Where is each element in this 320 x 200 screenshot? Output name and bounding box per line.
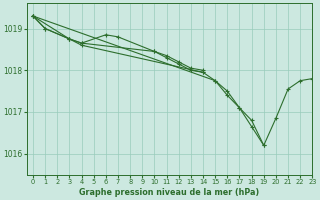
X-axis label: Graphe pression niveau de la mer (hPa): Graphe pression niveau de la mer (hPa) bbox=[79, 188, 260, 197]
